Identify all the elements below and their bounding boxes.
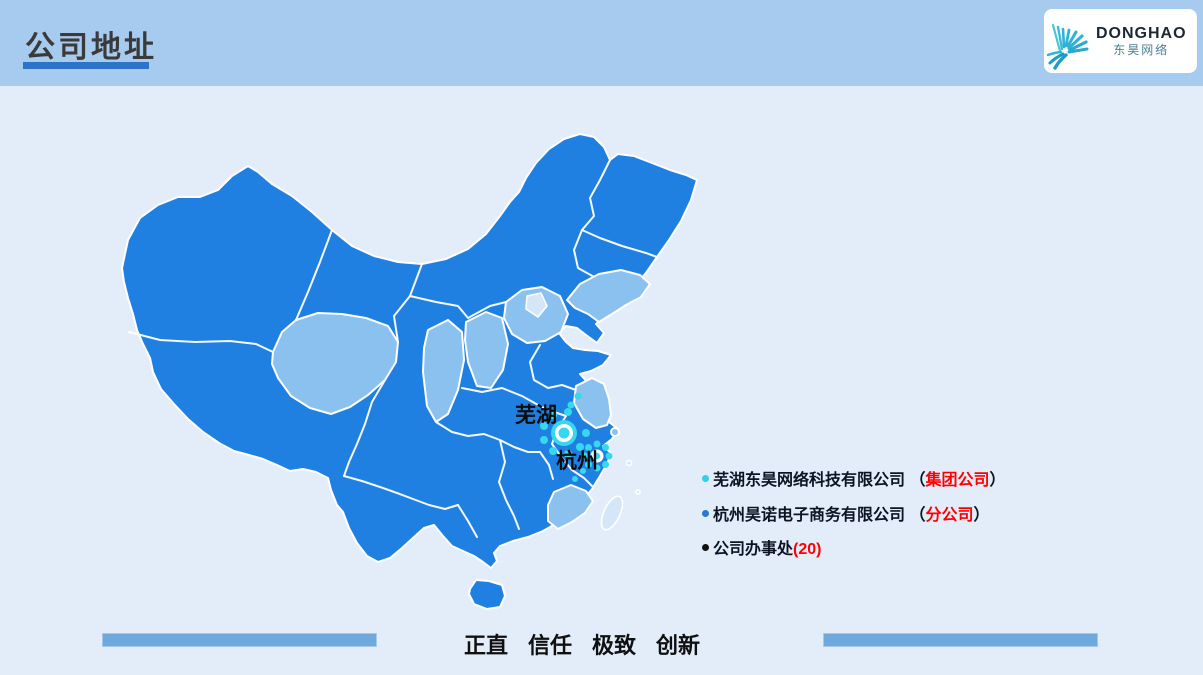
marker-wuhu — [540, 392, 590, 458]
legend-item-branch-company: 杭州昊诺电子商务有限公司 （分公司） — [702, 501, 990, 525]
legend-tag: 分公司 — [925, 507, 974, 524]
city-label-wuhu: 芜湖 — [515, 404, 557, 427]
legend-tag: (20) — [793, 541, 822, 558]
province-qinghai — [271, 312, 399, 415]
company-motto: 正直 信任 极致 创新 — [464, 628, 700, 660]
small-island — [635, 489, 641, 495]
small-island — [625, 459, 633, 467]
legend-bullet-blue-icon — [702, 509, 709, 517]
province-jiangsu — [573, 377, 612, 429]
legend-tag: 集团公司 — [925, 472, 990, 489]
legend-bullet-cyan-icon — [702, 474, 709, 482]
legend-item-group-company: 芜湖东昊网络科技有限公司 （集团公司） — [702, 466, 1006, 490]
legend-item-offices: 公司办事处(20) — [702, 535, 821, 559]
province-beijing — [525, 292, 548, 318]
island-hainan — [468, 579, 506, 610]
province-fujian — [547, 484, 594, 530]
province-liaoning — [566, 269, 651, 323]
legend-company-name: 公司办事处 — [713, 541, 794, 558]
legend-company-name: 杭州昊诺电子商务有限公司 — [713, 507, 906, 524]
page-title: 公司地址 — [25, 31, 157, 64]
title-underline — [23, 62, 149, 69]
legend-company-name: 芜湖东昊网络科技有限公司 — [713, 472, 906, 489]
feather-fan-icon — [1046, 23, 1089, 70]
motto-word: 信任 — [528, 633, 573, 658]
motto-word: 极致 — [592, 633, 637, 658]
legend-bullet-black-icon — [702, 543, 709, 551]
logo-name: DONGHAO — [1096, 24, 1187, 42]
province-shaanxi — [422, 319, 465, 423]
decorative-bar-left — [102, 633, 377, 647]
province-shanghai — [610, 427, 620, 437]
island-taiwan — [600, 495, 624, 531]
header-band: 公司地址 DONGHAO — [0, 0, 1203, 86]
logo-text: DONGHAO 东昊网络 — [1096, 25, 1187, 58]
province-borders — [128, 159, 658, 538]
china-mainland-shape — [121, 133, 698, 569]
company-logo: DONGHAO 东昊网络 — [1044, 9, 1197, 73]
decorative-bar-right — [823, 633, 1098, 647]
motto-word: 创新 — [656, 633, 701, 658]
province-shanxi — [464, 311, 509, 389]
highlight-provinces — [271, 269, 651, 530]
motto-word: 正直 — [464, 633, 509, 658]
marker-hangzhou — [572, 440, 613, 482]
city-label-hangzhou: 杭州 — [556, 449, 598, 473]
logo-subtitle: 东昊网络 — [1113, 42, 1170, 57]
